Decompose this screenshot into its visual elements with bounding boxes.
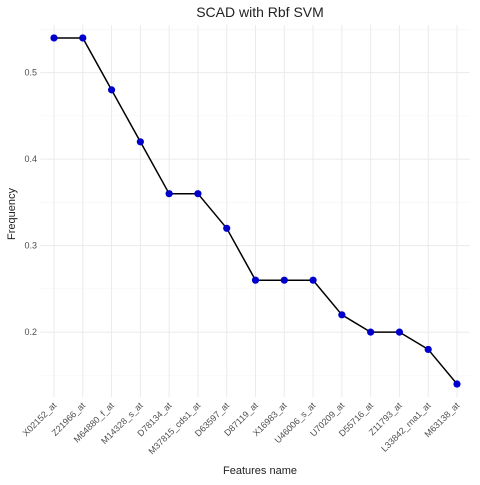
data-point <box>165 190 173 198</box>
y-tick-label: 0.3 <box>24 241 37 251</box>
data-point <box>280 276 288 284</box>
line-segment <box>225 227 257 281</box>
data-point <box>453 380 461 388</box>
x-tick-label: M37815_cds1_at <box>146 400 202 456</box>
data-point <box>194 190 202 198</box>
data-line <box>53 37 458 385</box>
data-point <box>50 34 58 42</box>
data-point <box>367 328 375 336</box>
line-segment <box>110 89 142 143</box>
y-tick-label: 0.5 <box>24 68 37 78</box>
grid <box>40 25 470 397</box>
data-point <box>107 86 116 94</box>
line-segment <box>197 192 228 230</box>
chart-title: SCAD with Rbf SVM <box>196 4 324 20</box>
data-point <box>136 138 144 146</box>
x-axis-label: Features name <box>223 465 297 477</box>
y-axis-label: Frequency <box>6 188 18 240</box>
data-point <box>424 345 432 354</box>
data-point <box>223 224 231 232</box>
data-point <box>309 276 317 284</box>
line-segment <box>82 37 113 91</box>
line-segment <box>312 279 343 316</box>
line-segment <box>139 141 170 195</box>
y-tick-label: 0.2 <box>24 327 37 337</box>
x-tick-label: L33842_rna1_at <box>379 400 433 454</box>
data-point <box>79 34 87 42</box>
line-segment <box>341 314 372 333</box>
y-axis-ticks: 0.2 0.3 0.4 0.5 <box>24 68 37 338</box>
data-point <box>251 276 260 284</box>
data-point <box>338 311 346 319</box>
y-tick-label: 0.4 <box>24 154 37 164</box>
line-segment <box>427 348 458 385</box>
line-segment <box>398 331 429 351</box>
data-points <box>50 34 461 388</box>
x-axis-ticks: X02152_atZ21966_atM64880_f_atM14328_s_at… <box>21 400 462 456</box>
data-point <box>395 328 404 336</box>
